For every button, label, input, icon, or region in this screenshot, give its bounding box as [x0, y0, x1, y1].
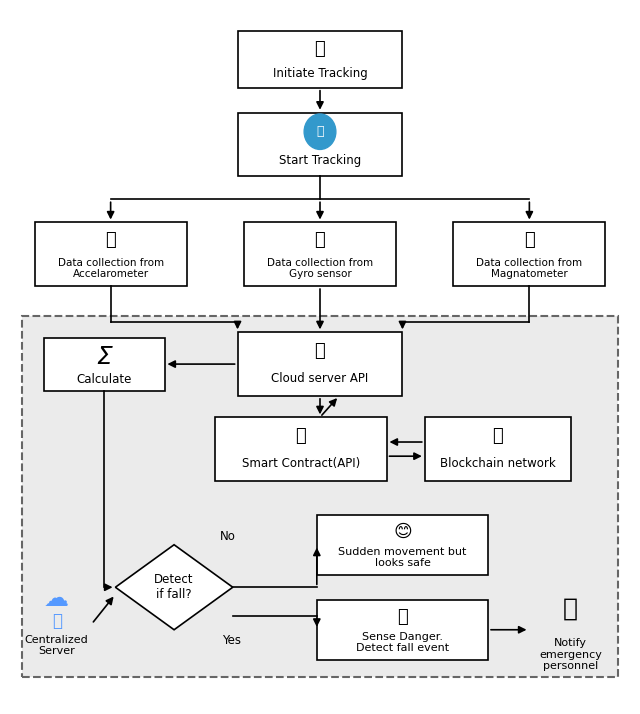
Text: Calculate: Calculate	[77, 373, 132, 386]
Text: 🔷: 🔷	[492, 428, 503, 446]
Text: Centralized
Server: Centralized Server	[25, 635, 88, 656]
Text: No: No	[220, 530, 236, 543]
Text: 🚀: 🚀	[315, 342, 325, 361]
Text: Cloud server API: Cloud server API	[271, 372, 369, 385]
FancyBboxPatch shape	[237, 113, 403, 176]
Text: ☁: ☁	[44, 588, 69, 611]
Text: Detect
if fall?: Detect if fall?	[154, 573, 194, 601]
Text: 🏃: 🏃	[397, 608, 408, 626]
Text: 🔭: 🔭	[315, 40, 325, 58]
Text: Initiate Tracking: Initiate Tracking	[273, 67, 367, 80]
Text: Start Tracking: Start Tracking	[279, 154, 361, 166]
Text: 😊: 😊	[393, 523, 412, 541]
FancyBboxPatch shape	[35, 222, 187, 286]
Text: 🌐: 🌐	[105, 231, 116, 249]
Text: 🧍: 🧍	[563, 596, 578, 620]
Text: Yes: Yes	[221, 634, 241, 647]
FancyBboxPatch shape	[317, 515, 488, 575]
Text: Σ: Σ	[97, 345, 112, 369]
FancyBboxPatch shape	[215, 417, 387, 481]
Text: Sudden movement but
looks safe: Sudden movement but looks safe	[339, 547, 467, 568]
FancyBboxPatch shape	[44, 338, 164, 391]
FancyBboxPatch shape	[237, 31, 403, 88]
FancyBboxPatch shape	[244, 222, 396, 286]
Text: Notify
emergency
personnel: Notify emergency personnel	[539, 638, 602, 671]
Text: Sense Danger.
Detect fall event: Sense Danger. Detect fall event	[356, 632, 449, 653]
Text: Smart Contract(API): Smart Contract(API)	[242, 457, 360, 470]
Text: Data collection from
Accelarometer: Data collection from Accelarometer	[58, 258, 164, 279]
Text: Data collection from
Gyro sensor: Data collection from Gyro sensor	[267, 258, 373, 279]
FancyBboxPatch shape	[425, 417, 571, 481]
FancyBboxPatch shape	[317, 600, 488, 660]
FancyBboxPatch shape	[237, 332, 403, 396]
Polygon shape	[115, 545, 233, 630]
Text: Data collection from
Magnatometer: Data collection from Magnatometer	[476, 258, 582, 279]
Text: ⏱: ⏱	[316, 125, 324, 139]
Circle shape	[304, 114, 336, 149]
Text: 🖥: 🖥	[52, 612, 61, 630]
Text: 🌐: 🌐	[315, 231, 325, 249]
Text: Blockchain network: Blockchain network	[440, 457, 556, 470]
FancyBboxPatch shape	[453, 222, 605, 286]
Text: 🌐: 🌐	[524, 231, 535, 249]
FancyBboxPatch shape	[22, 316, 618, 677]
Text: 📋: 📋	[296, 428, 307, 446]
